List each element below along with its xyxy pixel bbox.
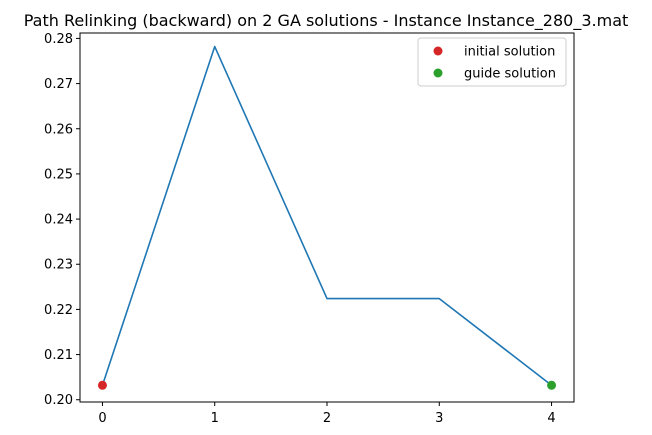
- chart-title: Path Relinking (backward) on 2 GA soluti…: [24, 11, 629, 31]
- x-tick-label: 3: [435, 411, 443, 426]
- plot-area: [97, 45, 557, 390]
- y-tick-label: 0.28: [44, 32, 73, 47]
- legend-label: initial solution: [464, 45, 555, 60]
- y-tick-label: 0.21: [44, 348, 73, 363]
- legend-box: [417, 37, 567, 87]
- x-tick-label: 2: [323, 411, 331, 426]
- guide-solution-marker: [547, 380, 557, 390]
- legend: initial solution guide solution: [417, 37, 567, 87]
- y-tick-label: 0.24: [44, 213, 73, 228]
- y-tick-label: 0.22: [44, 303, 73, 318]
- y-tick-label: 0.25: [44, 167, 73, 182]
- initial-solution-marker: [97, 380, 107, 390]
- legend-swatch: [433, 68, 443, 78]
- series-line: [101, 45, 553, 386]
- y-tick-label: 0.20: [44, 393, 73, 408]
- axes-frame: [79, 32, 575, 403]
- axis-ticks: 0 1 2 3 4 0.20 0.21 0.22 0.23 0.24 0.25 0.26 0.27 0.2…: [44, 32, 556, 426]
- x-tick-label: 4: [547, 411, 555, 426]
- y-tick-label: 0.23: [44, 258, 73, 273]
- y-tick-label: 0.26: [44, 122, 73, 137]
- legend-label: guide solution: [464, 67, 556, 82]
- y-tick-label: 0.27: [44, 77, 73, 92]
- legend-swatch: [433, 46, 443, 56]
- x-tick-label: 1: [211, 411, 219, 426]
- x-tick-label: 0: [98, 411, 106, 426]
